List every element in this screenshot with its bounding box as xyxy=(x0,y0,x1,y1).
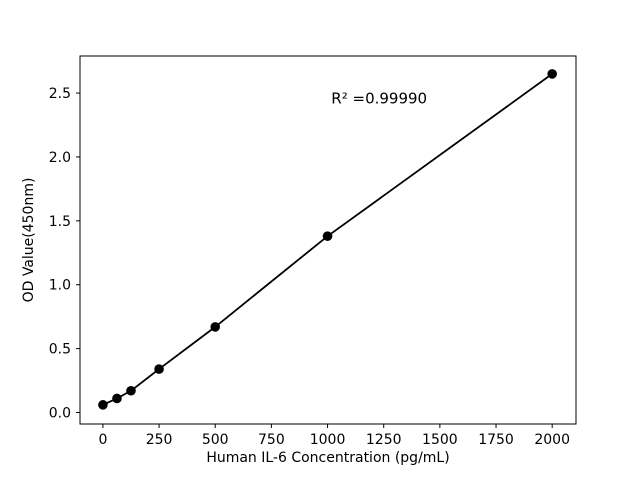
y-tick-label: 2.0 xyxy=(49,150,71,166)
x-tick-label: 1500 xyxy=(422,432,458,448)
y-tick-label: 2.5 xyxy=(49,86,71,102)
y-tick-label: 1.0 xyxy=(49,278,71,294)
y-axis-label: OD Value(450nm) xyxy=(21,178,37,303)
plot-border xyxy=(79,55,577,425)
data-point xyxy=(322,231,333,241)
data-point xyxy=(112,393,122,404)
data-point xyxy=(547,69,557,79)
x-tick-label: 1000 xyxy=(310,432,346,448)
y-tick-label: 1.5 xyxy=(49,214,71,230)
y-tick-label: 0.0 xyxy=(49,406,71,422)
x-tick-label: 0 xyxy=(98,432,107,448)
x-tick-label: 500 xyxy=(202,432,229,448)
x-tick-label: 1750 xyxy=(478,432,514,448)
r-squared-annotation: R² =0.99990 xyxy=(331,89,427,107)
data-point xyxy=(154,364,164,374)
y-tick-label: 0.5 xyxy=(49,342,71,358)
x-tick-label: 750 xyxy=(258,432,285,448)
x-tick-label: 250 xyxy=(146,432,173,448)
x-tick-label: 1250 xyxy=(366,432,402,448)
data-point xyxy=(126,385,136,396)
plot-area: 0 250 500 750 1000 1250 1500 1750 2000 0.0 0.5 1.0 1… xyxy=(49,69,570,448)
x-axis-label: Human IL-6 Concentration (pg/mL) xyxy=(206,450,449,466)
data-point xyxy=(98,400,108,410)
x-tick-label: 2000 xyxy=(534,432,570,448)
data-point xyxy=(210,322,221,332)
